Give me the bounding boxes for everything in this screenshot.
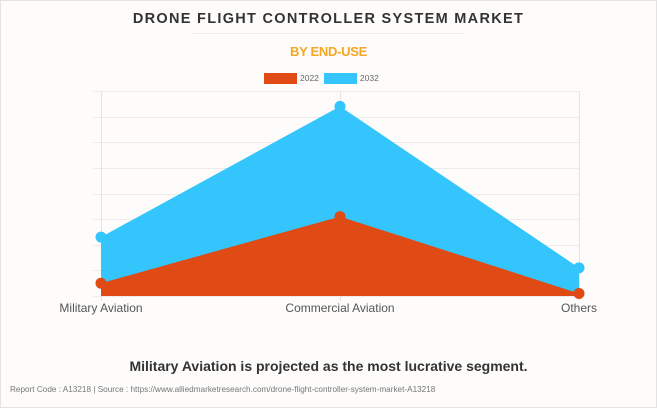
area-2022	[101, 216, 579, 296]
legend-swatch-2032[interactable]	[323, 72, 357, 84]
chart-subtitle: BY END-USE	[290, 44, 367, 59]
point-2022-0[interactable]	[95, 277, 107, 289]
legend-label-2032[interactable]: 2032	[359, 73, 379, 83]
series-points	[95, 100, 585, 299]
legend-label-2022[interactable]: 2022	[300, 73, 319, 83]
point-2022-2[interactable]	[573, 287, 585, 299]
legend: 2022 2032	[264, 72, 384, 84]
chart-title: DRONE FLIGHT CONTROLLER SYSTEM MARKET	[132, 11, 525, 27]
point-2032-0[interactable]	[95, 231, 107, 243]
insight-note: Military Aviation is projected as the mo…	[129, 358, 528, 374]
x-tick-label: Commercial Aviation	[285, 301, 394, 315]
x-tick-label: Others	[561, 301, 597, 315]
x-tick-label: Military Aviation	[59, 301, 142, 315]
point-2032-1[interactable]	[334, 100, 346, 112]
x-axis-labels: Military Aviation Commercial Aviation Othe…	[59, 301, 597, 315]
title-divider	[193, 33, 464, 34]
point-2022-1[interactable]	[334, 211, 346, 223]
point-2032-2[interactable]	[573, 262, 585, 274]
series-areas	[101, 106, 579, 296]
legend-swatch-2022[interactable]	[264, 72, 297, 84]
area-2032	[101, 106, 579, 296]
source-citation: Report Code : A13218 | Source : https://…	[10, 385, 436, 394]
